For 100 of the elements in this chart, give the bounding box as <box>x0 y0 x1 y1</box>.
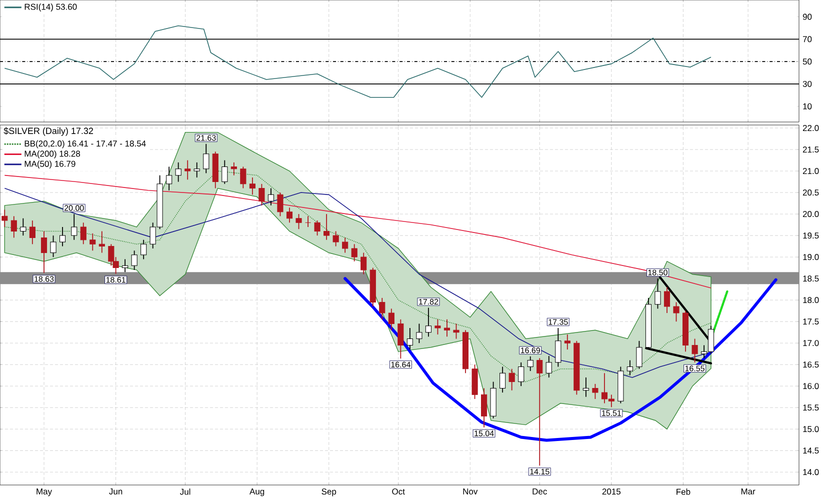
x-tick-label: Jul <box>180 488 190 495</box>
candlestick <box>71 214 78 240</box>
candlestick <box>626 360 633 376</box>
candlestick <box>654 278 661 310</box>
candlestick <box>304 216 312 228</box>
y-tick-label: 50 <box>802 58 812 65</box>
y-tick-label: 18.5 <box>803 276 819 282</box>
candlestick <box>50 235 56 258</box>
annotation: 20.00 <box>64 205 84 211</box>
x-tick-label: Aug <box>250 488 264 496</box>
legend-label: RSI(14) 53.60 <box>24 4 77 12</box>
annotation: 15.04 <box>474 430 494 436</box>
x-tick-label: Nov <box>463 488 478 494</box>
annotation: 16.64 <box>391 362 410 368</box>
annotation: 21.63 <box>196 135 216 141</box>
candlestick <box>268 188 274 206</box>
y-tick-label: 19.0 <box>803 254 819 260</box>
y-tick-label: 10 <box>803 103 812 110</box>
candlestick <box>286 207 293 224</box>
candlestick <box>592 383 598 400</box>
y-tick-label: 21.5 <box>802 146 819 153</box>
candlestick <box>434 318 441 335</box>
x-tick-label: Mar <box>741 488 756 494</box>
annotation: 18.50 <box>648 270 668 276</box>
candlestick <box>546 356 552 378</box>
candlestick <box>527 356 534 372</box>
x-tick-label: Feb <box>676 488 690 495</box>
candlestick <box>555 328 562 368</box>
y-tick-label: 18.0 <box>803 297 819 304</box>
candlestick <box>258 183 265 206</box>
candlestick <box>388 308 394 331</box>
candlestick <box>360 252 367 275</box>
annotation: 14.15 <box>530 468 550 474</box>
candlestick <box>673 302 680 322</box>
annotation: 17.82 <box>419 298 438 305</box>
candlestick <box>131 250 138 270</box>
y-tick-label: 16.5 <box>803 362 819 368</box>
candlestick <box>194 162 200 178</box>
x-tick-label: Dec <box>532 488 547 494</box>
candlestick <box>277 192 284 217</box>
candlestick <box>140 239 147 260</box>
candlestick <box>80 222 86 245</box>
candlestick <box>518 362 524 387</box>
annotation: 18.63 <box>34 276 54 282</box>
candlestick <box>324 214 330 240</box>
candlestick <box>2 209 8 228</box>
y-tick-label: 20.5 <box>802 190 819 196</box>
candlestick <box>692 338 698 363</box>
candlestick <box>416 323 422 344</box>
candlestick <box>453 323 460 340</box>
legend-label: BB(20,2.0) 16.41 - 17.47 - 18.54 <box>24 140 146 148</box>
candlestick <box>184 160 191 180</box>
candlestick <box>122 258 128 273</box>
candlestick <box>444 318 450 338</box>
line-series <box>344 277 778 442</box>
y-tick-label: 14.5 <box>803 448 819 454</box>
y-tick-label: 70 <box>802 36 812 42</box>
candlestick <box>240 166 246 189</box>
candlestick <box>398 318 404 359</box>
candlestick <box>351 244 358 262</box>
candlestick <box>249 177 256 196</box>
x-tick-label: Jun <box>109 488 122 494</box>
candlestick <box>98 230 105 254</box>
candlestick <box>536 358 543 466</box>
candlestick <box>203 143 210 174</box>
candlestick <box>10 216 17 238</box>
candlestick <box>40 230 48 274</box>
candlestick <box>564 334 570 350</box>
candlestick <box>314 220 320 236</box>
y-tick-label: 15.0 <box>803 426 819 432</box>
x-tick-label: May <box>36 488 52 496</box>
annotation: 15.51 <box>602 410 622 416</box>
candlestick <box>166 166 172 191</box>
candlestick <box>582 377 589 398</box>
x-tick-label: Oct <box>392 488 405 495</box>
candlestick <box>230 162 237 176</box>
candlestick <box>90 232 96 252</box>
y-tick-label: 21.0 <box>802 168 819 174</box>
candlestick <box>20 218 26 236</box>
y-tick-label: 20.0 <box>802 211 819 218</box>
candlestick <box>406 328 413 350</box>
y-tick-label: 16.0 <box>803 383 819 390</box>
y-tick-label: 90 <box>802 14 812 20</box>
candlestick <box>342 237 348 254</box>
y-tick-label: 15.5 <box>803 404 819 411</box>
legend-label: MA(200) 18.28 <box>24 150 80 158</box>
y-tick-label: 30 <box>802 80 812 87</box>
candlestick <box>29 220 36 245</box>
y-tick-label: 22.0 <box>802 125 819 132</box>
line-series <box>4 25 712 98</box>
annotation: 17.35 <box>548 319 568 325</box>
x-tick-label: 2015 <box>602 488 621 495</box>
y-tick-label: 17.0 <box>803 340 819 346</box>
chart-title: $SILVER (Daily) 17.32 <box>4 127 94 136</box>
annotation: 18.61 <box>106 277 126 283</box>
candlestick <box>636 340 642 370</box>
legend-label: MA(50) 16.79 <box>24 160 76 169</box>
candlestick <box>664 286 670 314</box>
y-tick-label: 19.5 <box>803 232 819 239</box>
candlestick <box>425 307 432 338</box>
